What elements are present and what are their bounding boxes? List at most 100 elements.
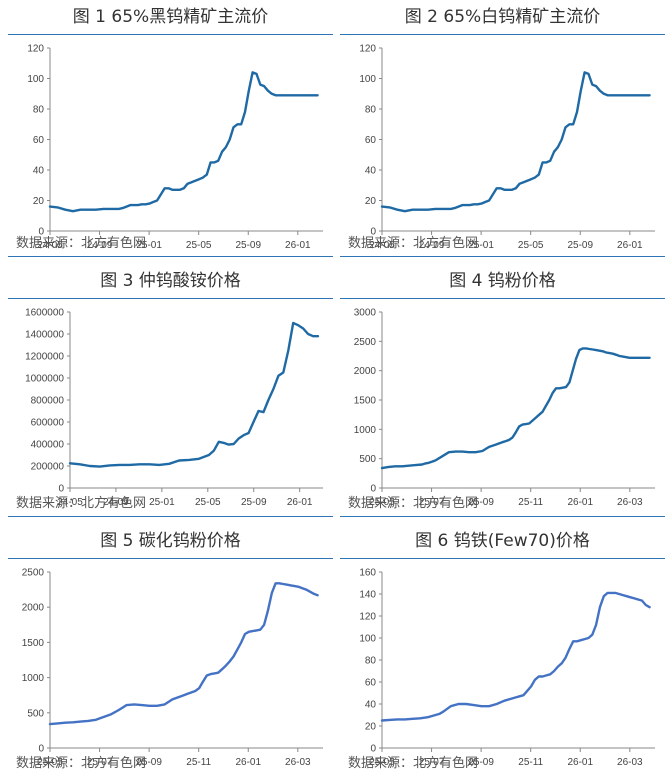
x-tick-label: 26-01 xyxy=(567,757,593,768)
y-tick-label: 1000 xyxy=(22,673,45,684)
bottom-divider xyxy=(340,516,665,517)
x-tick-label: 25-05 xyxy=(37,757,63,768)
y-tick-label: 20 xyxy=(365,196,377,207)
y-tick-label: 60 xyxy=(365,678,377,689)
y-tick-label: 40 xyxy=(33,166,45,177)
series-line xyxy=(380,347,651,470)
chart-title: 图 6 钨铁(Few70)价格 xyxy=(415,531,590,551)
x-tick-label: 25-01 xyxy=(136,240,162,251)
x-tick-label: 25-05 xyxy=(186,240,212,251)
line-chart: 0 20 40 60 80 100 120 140 160 25-05 25-07 25-09 25-1… xyxy=(359,568,655,768)
y-tick-label: 80 xyxy=(365,656,377,667)
x-tick-label: 26-03 xyxy=(617,757,643,768)
x-tick-label: 26-01 xyxy=(567,497,593,508)
y-tick-label: 800000 xyxy=(31,396,65,407)
source-note: 数据来源：北方有色网 xyxy=(348,496,479,511)
line-chart: 0 500 1000 1500 2000 2500 25-05 25-07 25-09 25-11… xyxy=(22,568,323,768)
x-tick-label: 25-09 xyxy=(468,497,494,508)
x-tick-label: 25-05 xyxy=(369,497,395,508)
y-tick-label: 3000 xyxy=(354,308,377,319)
x-tick-label: 24-05 xyxy=(57,497,83,508)
y-tick-label: 1500 xyxy=(22,638,45,649)
x-tick-label: 26-01 xyxy=(287,497,313,508)
x-tick-label: 24-09 xyxy=(87,240,113,251)
y-tick-label: 0 xyxy=(38,227,44,238)
y-tick-label: 1600000 xyxy=(25,308,64,319)
bottom-divider xyxy=(8,256,333,257)
y-tick-label: 2500 xyxy=(22,568,45,579)
title-divider xyxy=(340,34,665,35)
y-tick-label: 2500 xyxy=(354,337,377,348)
y-tick-label: 200000 xyxy=(31,462,65,473)
chart-title: 图 2 65%白钨精矿主流价 xyxy=(404,7,601,27)
x-tick-label: 25-09 xyxy=(567,240,593,251)
y-tick-label: 0 xyxy=(370,744,376,755)
x-tick-label: 24-09 xyxy=(103,497,129,508)
y-tick-label: 0 xyxy=(58,484,64,495)
chart-title: 图 1 65%黑钨精矿主流价 xyxy=(72,7,269,27)
y-tick-label: 60 xyxy=(33,135,45,146)
y-tick-label: 1500 xyxy=(354,396,377,407)
title-divider xyxy=(340,558,665,559)
title-divider xyxy=(8,558,333,559)
y-tick-label: 120 xyxy=(359,44,376,55)
y-tick-label: 2000 xyxy=(354,366,377,377)
y-tick-label: 80 xyxy=(365,105,377,116)
x-tick-label: 26-01 xyxy=(617,240,643,251)
y-tick-label: 60 xyxy=(365,135,377,146)
x-tick-label: 26-01 xyxy=(285,240,311,251)
x-tick-label: 25-11 xyxy=(186,757,211,768)
source-note: 数据来源：北方有色网 xyxy=(16,756,147,771)
y-tick-label: 120 xyxy=(27,44,44,55)
bottom-divider xyxy=(8,516,333,517)
x-tick-label: 25-09 xyxy=(468,757,494,768)
x-tick-label: 25-01 xyxy=(149,497,175,508)
x-tick-label: 24-05 xyxy=(37,240,63,251)
x-tick-label: 25-05 xyxy=(195,497,221,508)
y-tick-label: 80 xyxy=(33,105,45,116)
chart-title: 图 4 钨粉价格 xyxy=(449,271,556,291)
chart-title: 图 3 仲钨酸铵价格 xyxy=(100,271,241,291)
x-tick-label: 25-09 xyxy=(136,757,162,768)
y-tick-label: 40 xyxy=(365,166,377,177)
x-tick-label: 26-01 xyxy=(235,757,261,768)
line-chart: 0 500 1000 1500 2000 2500 3000 25-05 25-07 25-09 2… xyxy=(354,308,655,508)
x-tick-label: 24-05 xyxy=(369,240,395,251)
y-tick-label: 0 xyxy=(38,744,44,755)
y-tick-label: 500 xyxy=(27,708,44,719)
series-line xyxy=(48,582,319,726)
line-chart: 0 20 40 60 80 100 120 24-05 24-09 25-01 25-05 25-09… xyxy=(359,44,655,251)
source-note: 数据来源：北方有色网 xyxy=(348,236,479,251)
title-divider xyxy=(340,298,665,299)
source-note: 数据来源：北方有色网 xyxy=(16,236,147,251)
y-tick-label: 1400000 xyxy=(25,330,64,341)
y-tick-label: 600000 xyxy=(31,418,65,429)
y-tick-label: 100 xyxy=(359,634,376,645)
y-tick-label: 1200000 xyxy=(25,352,64,363)
line-chart: 0 20 40 60 80 100 120 24-05 24-09 25-01 25-05 25-09… xyxy=(27,44,323,251)
y-tick-label: 100 xyxy=(27,74,44,85)
title-divider xyxy=(8,34,333,35)
line-chart: 0 200000 400000 600000 800000 1000000 1200000 1… xyxy=(25,308,323,508)
y-tick-label: 20 xyxy=(33,196,45,207)
x-tick-label: 25-09 xyxy=(241,497,267,508)
x-tick-label: 25-05 xyxy=(518,240,544,251)
y-tick-label: 100 xyxy=(359,74,376,85)
x-tick-label: 24-09 xyxy=(419,240,445,251)
source-note: 数据来源：北方有色网 xyxy=(348,756,479,771)
y-tick-label: 140 xyxy=(359,590,376,601)
x-tick-label: 25-09 xyxy=(235,240,261,251)
x-tick-label: 26-03 xyxy=(617,497,643,508)
y-tick-label: 0 xyxy=(370,227,376,238)
y-tick-label: 1000 xyxy=(354,425,377,436)
title-divider xyxy=(8,298,333,299)
y-tick-label: 2000 xyxy=(22,603,45,614)
y-tick-label: 20 xyxy=(365,722,377,733)
y-tick-label: 40 xyxy=(365,700,377,711)
y-tick-label: 160 xyxy=(359,568,376,579)
y-tick-label: 120 xyxy=(359,612,376,623)
y-tick-label: 1000000 xyxy=(25,374,64,385)
x-tick-label: 25-05 xyxy=(369,757,395,768)
x-tick-label: 26-03 xyxy=(285,757,311,768)
x-tick-label: 25-07 xyxy=(419,757,445,768)
